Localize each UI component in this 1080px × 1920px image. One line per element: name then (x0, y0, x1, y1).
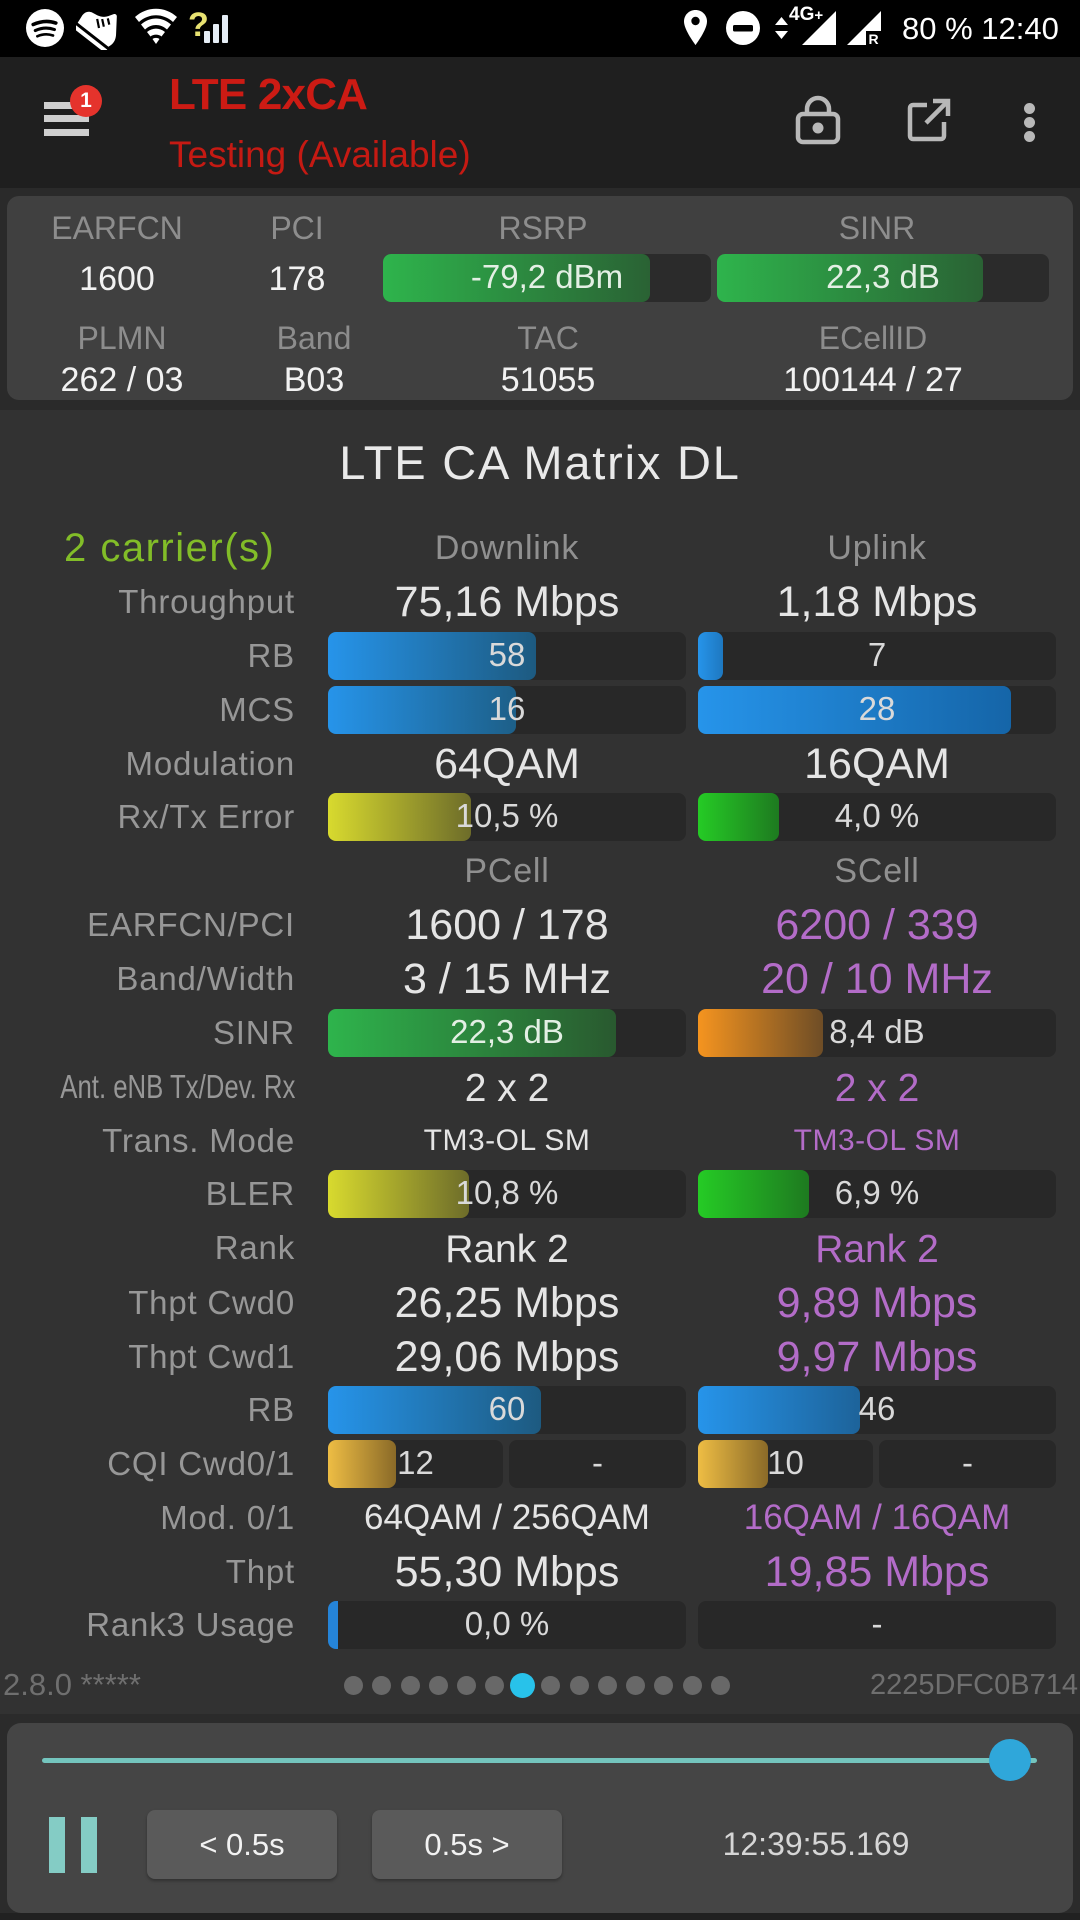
svg-text:R: R (868, 31, 878, 45)
